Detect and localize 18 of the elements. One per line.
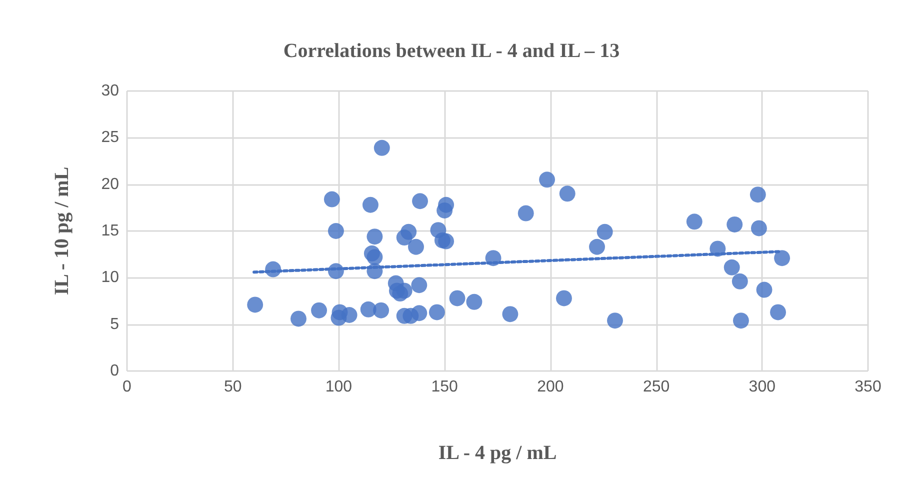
x-tick-label: 350 (854, 378, 882, 396)
x-tick-label: 150 (431, 378, 458, 396)
y-tick-label: 5 (110, 316, 120, 333)
x-tick-label: 250 (642, 378, 670, 396)
y-axis-title: IL - 10 pg / mL (51, 166, 73, 296)
x-tick-label: 100 (325, 378, 352, 396)
y-tick-label: 0 (110, 362, 120, 380)
x-tick-label: 200 (537, 378, 564, 396)
x-axis-title: IL - 4 pg / mL (438, 442, 557, 464)
y-tick-label: 30 (101, 82, 120, 100)
y-tick-label: 20 (101, 176, 120, 193)
chart-title: Correlations between IL - 4 and IL – 13 (283, 40, 620, 62)
y-tick-label: 10 (101, 269, 120, 286)
x-tick-label: 50 (224, 378, 242, 396)
y-tick-label: 25 (101, 129, 120, 146)
y-tick-label: 15 (101, 222, 120, 240)
x-tick-label: 0 (122, 378, 132, 396)
x-tick-label: 300 (748, 378, 776, 396)
